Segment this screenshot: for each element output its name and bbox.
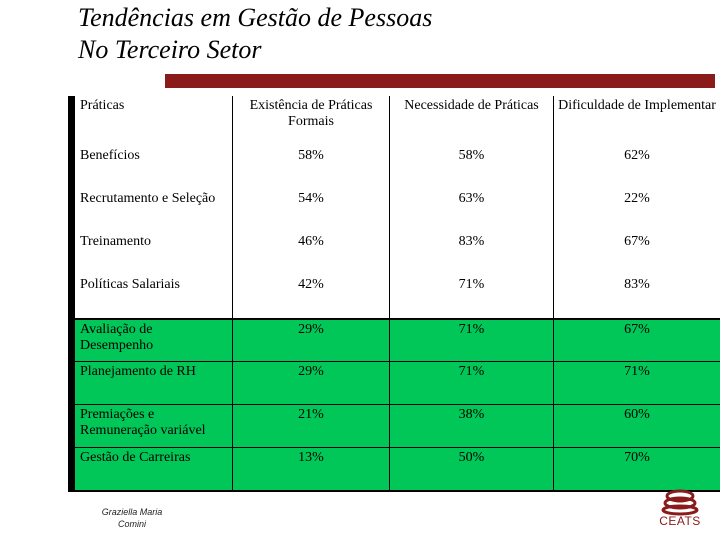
title-underline-bar [165,74,715,88]
title-line-1: Tendências em Gestão de Pessoas [78,3,433,32]
header-necessidade: Necessidade de Práticas [389,96,554,146]
row-label: Avaliação de Desempenho [74,317,233,362]
table-row: Benefícios 58% 58% 62% [74,146,720,190]
header-existencia: Existência de Práticas Formais [232,96,390,146]
cell-existencia: 42% [232,275,390,319]
cell-necessidade: 50% [389,447,554,491]
author-credit: Graziella Maria Comini [82,506,182,530]
cell-existencia: 13% [232,447,390,491]
cell-existencia: 54% [232,189,390,233]
cell-necessidade: 58% [389,146,554,190]
row-label: Benefícios [74,146,233,190]
title-line-2: No Terceiro Setor [78,35,262,64]
table-row-highlighted: Planejamento de RH 29% 71% 71% [74,361,720,405]
row-label: Recrutamento e Seleção [74,189,233,233]
cell-existencia: 29% [232,317,390,362]
cell-dificuldade: 22% [553,189,720,233]
ceats-logo-icon [661,489,699,516]
cell-existencia: 29% [232,361,390,405]
author-line-1: Graziella Maria [101,507,163,517]
cell-necessidade: 38% [389,404,554,448]
logo-text: CEATS [659,514,701,528]
cell-dificuldade: 71% [553,361,720,405]
cell-existencia: 21% [232,404,390,448]
cell-necessidade: 71% [389,317,554,362]
cell-dificuldade: 83% [553,275,720,319]
row-label: Treinamento [74,232,233,276]
cell-dificuldade: 67% [553,232,720,276]
cell-existencia: 58% [232,146,390,190]
header-dificuldade: Dificuldade de Implementar [553,96,720,146]
table-row: Recrutamento e Seleção 54% 63% 22% [74,189,720,233]
cell-dificuldade: 67% [553,317,720,362]
cell-dificuldade: 70% [553,447,720,491]
header-praticas: Práticas [74,96,233,146]
table-row-highlighted: Gestão de Carreiras 13% 50% 70% [74,447,720,491]
table-header-row: Práticas Existência de Práticas Formais … [74,96,720,146]
cell-necessidade: 83% [389,232,554,276]
row-label: Planejamento de RH [74,361,233,405]
table-left-bar [68,96,74,492]
cell-existencia: 46% [232,232,390,276]
ceats-logo: CEATS [650,488,710,532]
table-row-highlighted: Avaliação de Desempenho 29% 71% 67% [74,317,720,362]
practices-table: Práticas Existência de Práticas Formais … [74,96,720,492]
table-row: Treinamento 46% 83% 67% [74,232,720,276]
page-title: Tendências em Gestão de Pessoas No Terce… [78,2,432,66]
table-row-highlighted: Premiações e Remuneração variável 21% 38… [74,404,720,448]
cell-necessidade: 71% [389,275,554,319]
cell-necessidade: 71% [389,361,554,405]
row-label: Premiações e Remuneração variável [74,404,233,448]
cell-dificuldade: 60% [553,404,720,448]
row-label: Gestão de Carreiras [74,447,233,491]
row-label: Políticas Salariais [74,275,233,319]
table-row: Políticas Salariais 42% 71% 83% [74,275,720,319]
cell-dificuldade: 62% [553,146,720,190]
author-line-2: Comini [117,519,146,529]
cell-necessidade: 63% [389,189,554,233]
